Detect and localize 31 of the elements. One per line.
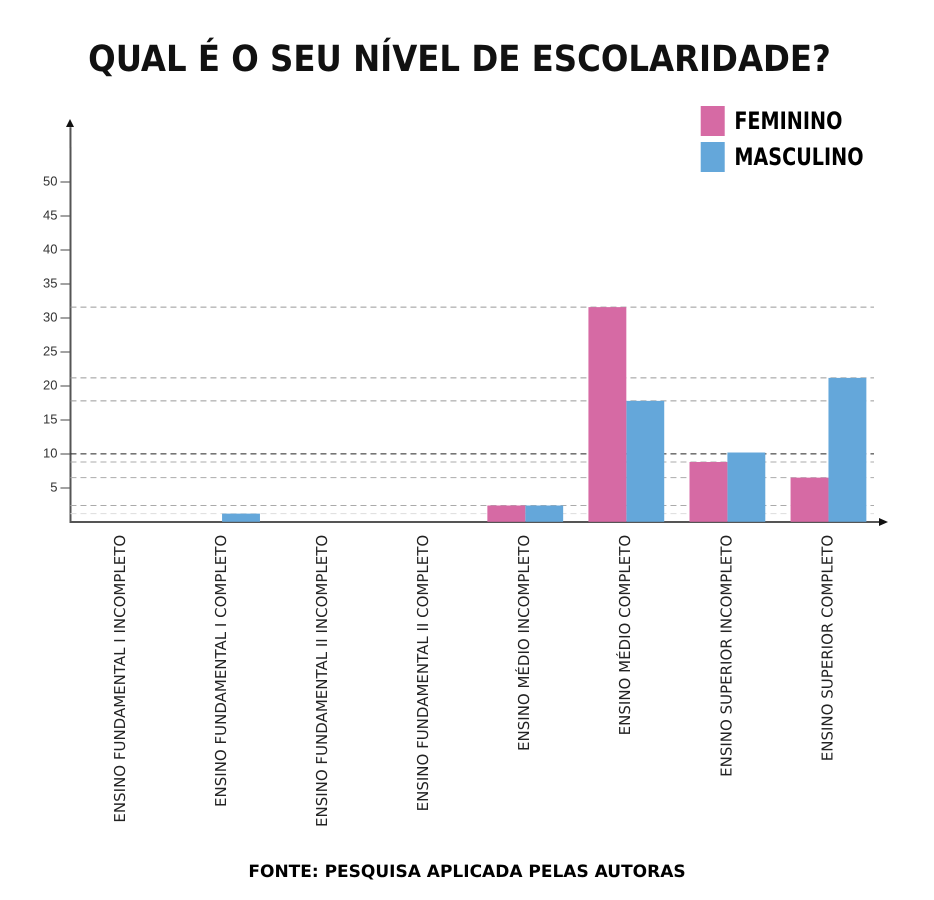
x-tick-label: ENSINO MÉDIO INCOMPLETO xyxy=(515,534,534,751)
bar xyxy=(727,452,766,522)
x-tick-label: ENSINO FUNDAMENTAL I COMPLETO xyxy=(212,534,230,807)
chart-title: QUAL É O SEU NÍVEL DE ESCOLARIDADE? xyxy=(88,36,831,80)
y-tick-label: 40 xyxy=(42,242,58,257)
y-tick-label: 35 xyxy=(42,276,58,291)
x-tick-label: ENSINO SUPERIOR COMPLETO xyxy=(818,534,836,762)
x-tick-label: ENSINO FUNDAMENTAL II COMPLETO xyxy=(414,534,432,812)
bar xyxy=(626,400,664,522)
x-tick-label: ENSINO FUNDAMENTAL II INCOMPLETO xyxy=(313,534,332,827)
bar xyxy=(828,378,866,522)
source-note: FONTE: PESQUISA APLICADA PELAS AUTORAS xyxy=(247,862,687,882)
x-tick-label: ENSINO SUPERIOR INCOMPLETO xyxy=(717,534,736,777)
bar xyxy=(790,478,828,522)
y-tick-label: 10 xyxy=(42,445,58,460)
bar xyxy=(690,462,728,522)
bar xyxy=(588,307,626,522)
bar xyxy=(487,506,526,522)
bar xyxy=(525,506,564,522)
y-tick-label: 30 xyxy=(42,310,58,325)
bar xyxy=(222,514,260,522)
y-tick-label: 45 xyxy=(42,208,58,223)
y-tick-label: 20 xyxy=(42,378,58,393)
x-tick-label: ENSINO MÉDIO COMPLETO xyxy=(616,534,634,736)
y-tick-label: 15 xyxy=(42,412,58,427)
legend-label: FEMININO xyxy=(734,107,843,135)
y-tick-label: 25 xyxy=(42,344,58,359)
y-tick-label: 50 xyxy=(42,174,58,189)
y-tick-label: 5 xyxy=(50,479,58,494)
legend-label: MASCULINO xyxy=(734,143,864,171)
x-tick-label: ENSINO FUNDAMENTAL I INCOMPLETO xyxy=(110,534,129,823)
